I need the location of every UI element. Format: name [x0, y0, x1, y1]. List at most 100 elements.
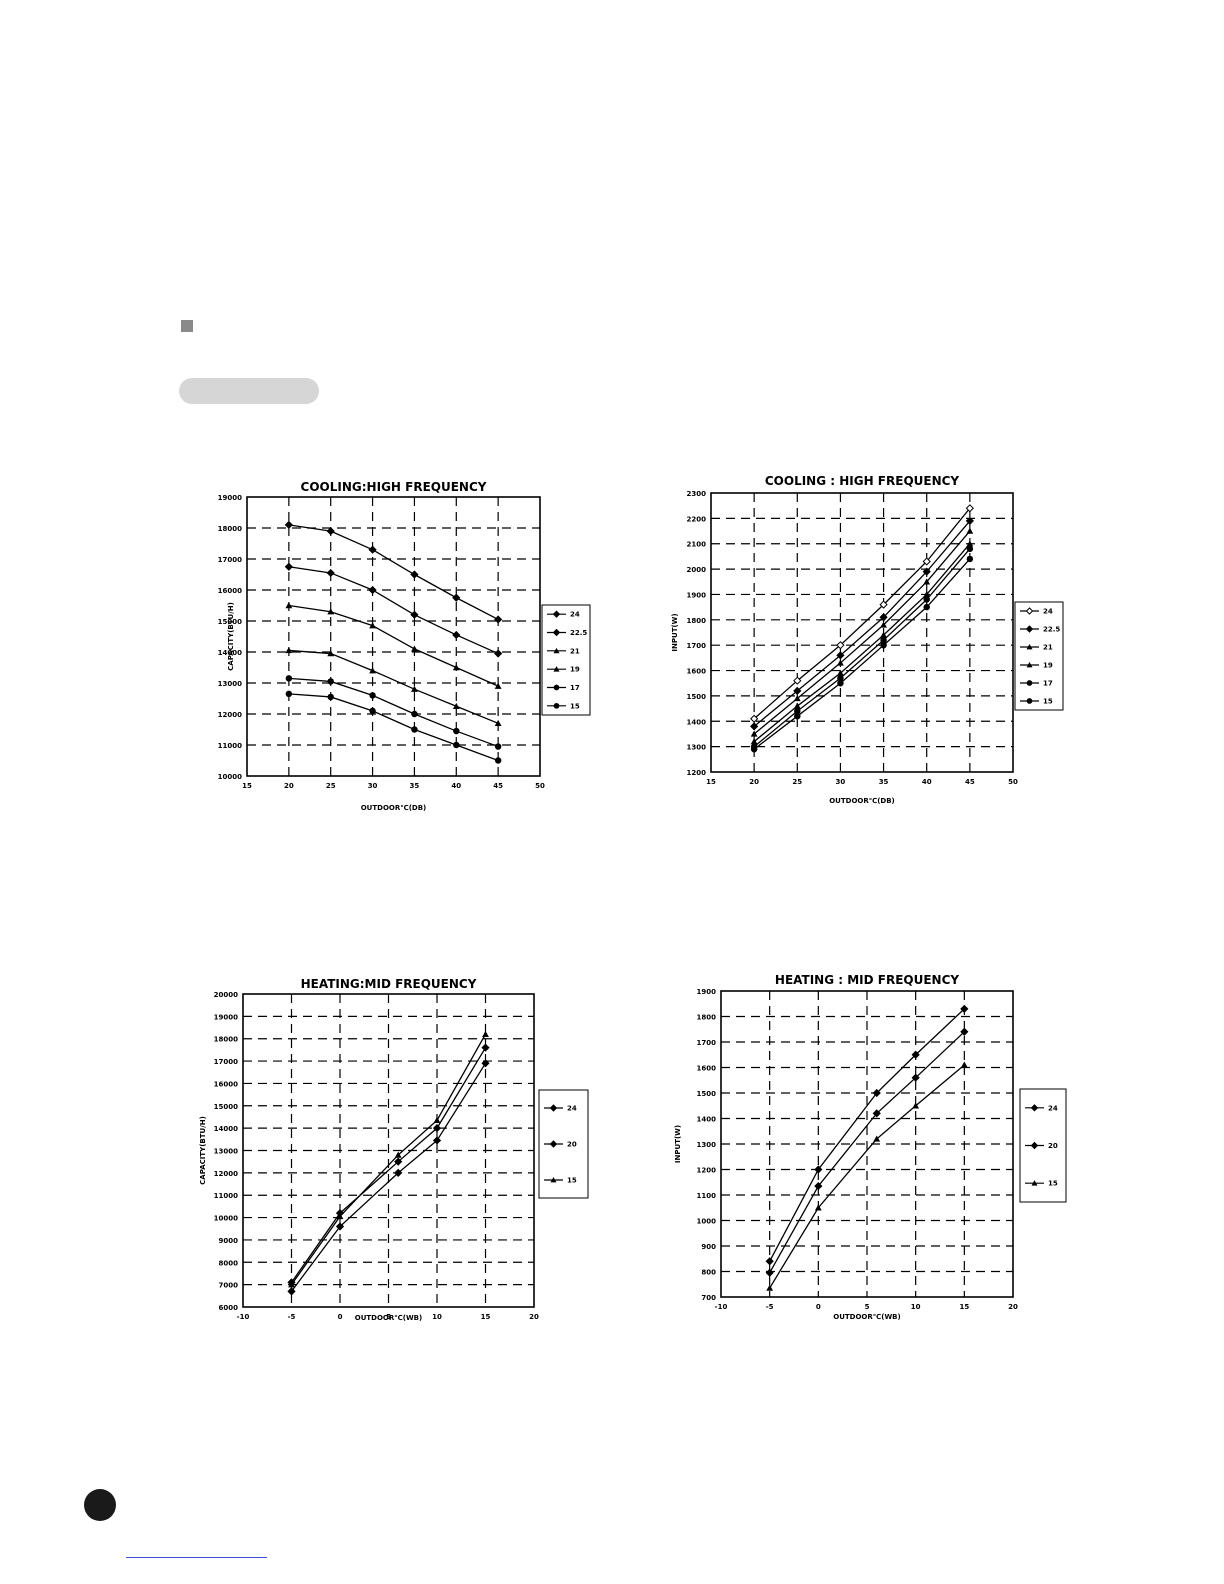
y-tick-label: 1900 — [697, 988, 717, 996]
data-point — [923, 603, 930, 611]
y-tick-label: 9000 — [219, 1237, 239, 1245]
data-point — [923, 591, 931, 598]
chart-title: COOLING : HIGH FREQUENCY — [765, 474, 960, 488]
y-tick-label: 10000 — [218, 773, 242, 781]
y-tick-label: 1500 — [697, 1090, 717, 1098]
data-point — [494, 719, 502, 727]
data-point — [965, 516, 974, 526]
grid — [721, 991, 1013, 1297]
data-point — [394, 1151, 402, 1158]
y-tick-label: 2100 — [687, 541, 707, 549]
series-line — [288, 524, 499, 621]
data-point — [494, 615, 503, 624]
data-point — [923, 596, 930, 603]
data-point — [836, 651, 845, 660]
y-tick-label: 17000 — [214, 1058, 238, 1066]
data-point — [481, 1043, 490, 1052]
footer-link-line[interactable] — [126, 1557, 267, 1558]
y-tick-label: 2300 — [687, 490, 707, 498]
y-tick-label: 1500 — [687, 693, 707, 701]
data-point — [750, 730, 758, 737]
legend-marker — [552, 628, 561, 637]
data-point — [750, 745, 758, 753]
y-axis-label: CAPACITY(BTU/H) — [227, 602, 235, 671]
data-point — [369, 692, 376, 699]
data-point — [368, 585, 377, 595]
y-tick-label: 7000 — [219, 1282, 239, 1290]
data-point — [965, 504, 974, 513]
plot-frame — [720, 990, 1014, 1298]
x-tick-label: 25 — [792, 778, 802, 786]
y-tick-label: 1700 — [697, 1039, 717, 1047]
y-axis-label: INPUT(W) — [674, 1125, 682, 1163]
data-point — [880, 631, 887, 638]
data-point — [285, 647, 293, 654]
x-tick-label: 35 — [879, 778, 889, 786]
data-point — [765, 1268, 774, 1277]
legend-label: 15 — [1048, 1180, 1058, 1188]
legend-marker — [549, 1140, 558, 1148]
data-point — [879, 600, 888, 609]
data-point — [453, 741, 460, 749]
x-tick-label: 5 — [865, 1303, 870, 1311]
x-tick-label: 30 — [368, 782, 378, 790]
y-tick-label: 18000 — [218, 525, 242, 533]
data-point — [794, 712, 801, 720]
y-tick-label: 8000 — [219, 1259, 239, 1267]
data-point — [793, 686, 802, 695]
data-point — [966, 527, 974, 534]
data-point — [923, 578, 931, 585]
y-tick-label: 6000 — [219, 1304, 239, 1312]
y-tick-label: 2000 — [687, 566, 707, 574]
data-point — [960, 1004, 969, 1013]
y-tick-label: 14000 — [214, 1125, 238, 1133]
series-15 — [750, 555, 974, 753]
legend: 24 22.5 21 19 17 15 — [541, 604, 591, 716]
x-tick-label: 15 — [242, 782, 252, 790]
data-point — [922, 567, 931, 576]
data-point — [837, 659, 844, 666]
plot-frame — [710, 492, 1014, 773]
data-point — [494, 649, 503, 658]
legend-marker — [1026, 698, 1033, 704]
x-tick-label: 50 — [535, 782, 545, 790]
data-point — [394, 1168, 403, 1177]
legend-marker — [1030, 1104, 1039, 1112]
chart-title: HEATING:MID FREQUENCY — [301, 977, 477, 991]
cooling-capacity-chart: COOLING:HIGH FREQUENCY 15 20 25 30 35 40 45 50 10… — [218, 480, 591, 812]
x-tick-label: 40 — [922, 778, 932, 786]
x-tick-label: 15 — [481, 1313, 491, 1321]
plot-frame — [242, 993, 535, 1308]
data-point — [880, 641, 887, 649]
data-point — [872, 1109, 881, 1118]
y-tick-label: 15000 — [218, 618, 242, 626]
data-point — [966, 540, 974, 547]
grid — [711, 493, 1013, 772]
x-tick-label: -10 — [715, 1303, 728, 1311]
legend-label: 15 — [570, 702, 580, 710]
data-point — [879, 613, 888, 622]
legend: 24 22.5 21 19 17 15 — [1014, 601, 1064, 711]
data-point — [411, 726, 418, 733]
x-tick-label: 20 — [749, 778, 759, 786]
data-point — [369, 667, 376, 674]
data-point — [837, 679, 844, 687]
data-point — [284, 562, 293, 571]
y-tick-label: 1800 — [687, 617, 707, 625]
y-tick-label: 1600 — [697, 1065, 717, 1073]
plot-frame — [246, 496, 541, 777]
y-axis-label: INPUT(W) — [671, 613, 679, 651]
y-axis-label: CAPACITY(BTU/H) — [199, 1116, 207, 1185]
legend-label: 20 — [1048, 1142, 1058, 1150]
legend-label: 22.5 — [1043, 626, 1060, 634]
y-tick-label: 19000 — [214, 1013, 238, 1021]
data-point — [766, 1284, 774, 1291]
data-point — [411, 710, 418, 718]
x-tick-label: 5 — [386, 1313, 391, 1321]
series-line — [288, 649, 499, 724]
data-point — [432, 1136, 442, 1145]
data-point — [288, 1281, 295, 1288]
x-tick-label: 10 — [911, 1303, 921, 1311]
legend-label: 22.5 — [570, 629, 587, 637]
series-21 — [285, 602, 502, 689]
